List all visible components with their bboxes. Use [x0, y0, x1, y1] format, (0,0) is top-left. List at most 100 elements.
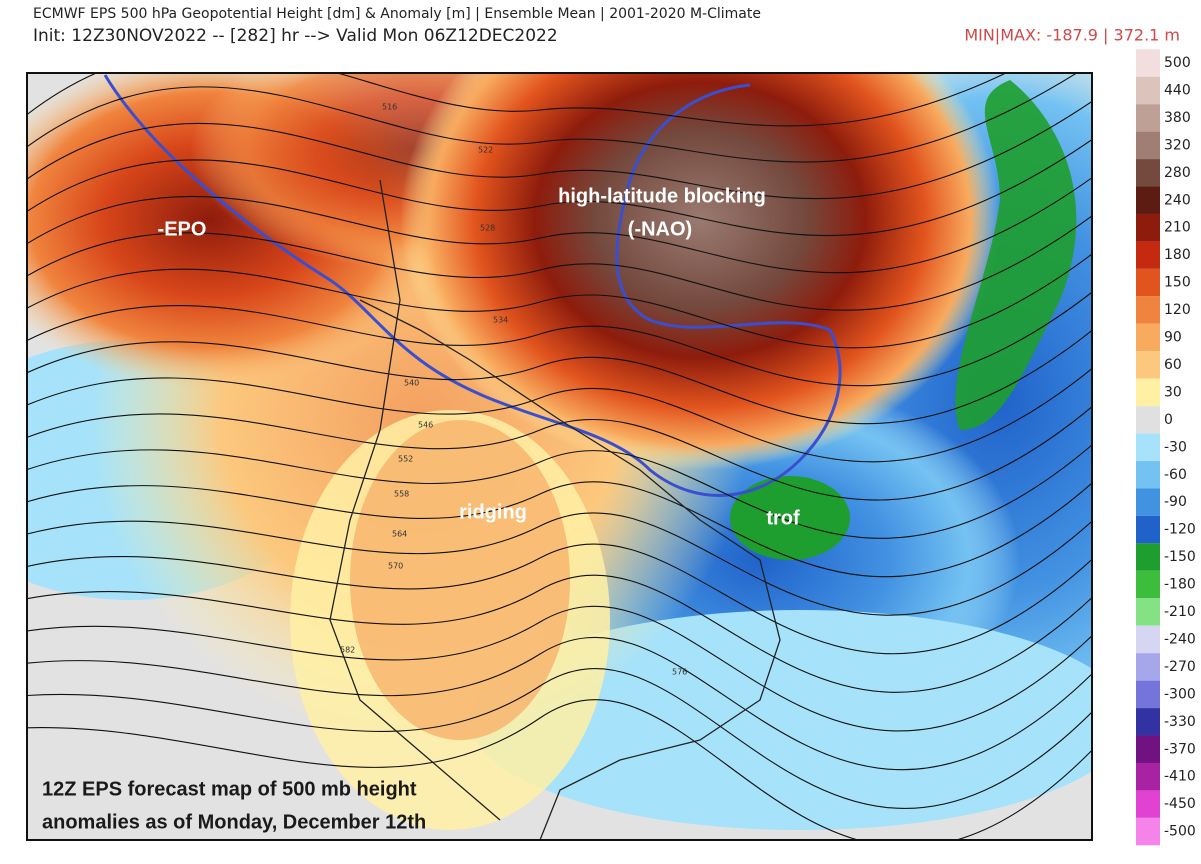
colorbar-label: -90	[1164, 494, 1187, 510]
contour-line	[27, 543, 1092, 655]
colorbar-swatch	[1136, 104, 1160, 132]
contour-line	[27, 176, 1092, 274]
contour-lines	[27, 73, 1092, 840]
contour-line	[27, 367, 1092, 463]
colorbar-swatch	[1136, 570, 1160, 599]
colorbar-swatch	[1136, 378, 1160, 407]
caption-line: anomalies as of Monday, December 12th	[42, 811, 426, 833]
colorbar-swatch	[1136, 735, 1160, 763]
contour-line	[27, 605, 1092, 732]
colorbar-swatch	[1136, 708, 1160, 736]
contour-label: 576	[672, 668, 687, 677]
colorbar-label: 240	[1164, 192, 1191, 208]
colorbar-label: -410	[1164, 769, 1196, 785]
colorbar-swatch	[1136, 159, 1160, 187]
colorbar-swatch	[1136, 213, 1160, 242]
colorbar-swatch	[1136, 268, 1160, 297]
colorbar-label: 180	[1164, 247, 1191, 263]
colorbar-label: -450	[1164, 796, 1196, 812]
colorbar-label: -60	[1164, 467, 1187, 483]
colorbar-label: 150	[1164, 275, 1191, 291]
colorbar-swatch	[1136, 488, 1160, 516]
colorbar-swatch	[1136, 186, 1160, 214]
min-max: MIN|MAX: -187.9 | 372.1 m	[964, 26, 1180, 45]
contour-line	[27, 443, 1092, 539]
contour-line	[27, 73, 1008, 127]
colorbar-swatch	[1136, 76, 1160, 105]
contour-line	[27, 138, 1092, 237]
map-frame	[26, 72, 1093, 841]
contour-line	[27, 512, 1092, 616]
colorbar-label: 280	[1164, 165, 1191, 181]
contour-line	[27, 73, 1078, 163]
colorbar-swatch	[1136, 790, 1160, 818]
annotation: -EPO	[158, 218, 207, 240]
colorbar-label: -500	[1164, 824, 1196, 840]
colorbar-label: 210	[1164, 220, 1191, 236]
colorbar-swatch	[1136, 625, 1160, 654]
colorbar-swatch	[1136, 351, 1160, 379]
colorbar-label: 60	[1164, 357, 1182, 373]
contour-line	[27, 668, 1092, 809]
contour-label: 570	[388, 562, 403, 571]
contour-line	[27, 253, 1092, 349]
colorbar-label: 500	[1164, 55, 1191, 71]
colorbar-label: -150	[1164, 549, 1196, 565]
colorbar-label: 120	[1164, 302, 1191, 318]
annotation: (-NAO)	[628, 218, 692, 240]
colorbar-swatch	[1136, 762, 1160, 791]
contour-label: 522	[478, 146, 493, 155]
contour-label: 528	[480, 224, 495, 233]
contour-label: 540	[404, 379, 419, 388]
colorbar-label: -30	[1164, 439, 1187, 455]
contour-line	[27, 291, 1092, 387]
colorbar-swatch	[1136, 49, 1160, 77]
colorbar-label: -240	[1164, 631, 1196, 647]
colorbar-swatch	[1136, 406, 1160, 434]
contour-line	[27, 329, 1092, 425]
contour-label: 582	[340, 646, 355, 655]
colorbar-label: -370	[1164, 741, 1196, 757]
colorbar-swatch	[1136, 433, 1160, 462]
colorbar-label: -300	[1164, 686, 1196, 702]
colorbar-label: 440	[1164, 82, 1191, 98]
contour-line	[27, 636, 1092, 771]
annotation: ridging	[459, 501, 527, 523]
contour-line	[27, 215, 1092, 311]
contour-label: 534	[493, 316, 508, 325]
colorbar-label: 320	[1164, 137, 1191, 153]
annotation: trof	[766, 507, 800, 529]
colorbar-swatch	[1136, 131, 1160, 160]
contour-label: 516	[382, 103, 397, 112]
contour-labels: 516 522 528 534 540 546 552 558 564 570 576 582	[340, 103, 687, 677]
colorbar-swatch	[1136, 817, 1160, 846]
colorbar: 500 440 380 320 280 240 210 180 150 120 90 60 30 0 -30…	[1136, 49, 1196, 846]
colorbar-swatch	[1136, 598, 1160, 626]
contour-label: 546	[418, 421, 433, 430]
colorbar-swatch	[1136, 461, 1160, 489]
contour-line	[27, 699, 1092, 840]
colorbar-swatch	[1136, 241, 1160, 269]
colorbar-label: -180	[1164, 577, 1196, 593]
colorbar-swatch	[1136, 680, 1160, 709]
colorbar-swatch	[1136, 515, 1160, 544]
colorbar-label: 90	[1164, 330, 1182, 346]
contour-label: 552	[398, 455, 413, 464]
colorbar-label: 0	[1164, 412, 1173, 428]
contour-label: 558	[394, 490, 409, 499]
colorbar-label: 30	[1164, 384, 1182, 400]
colorbar-swatch	[1136, 323, 1160, 352]
colorbar-label: -330	[1164, 714, 1196, 730]
colorbar-swatch	[1136, 543, 1160, 571]
caption-line: 12Z EPS forecast map of 500 mb height	[42, 778, 417, 800]
colorbar-label: 380	[1164, 110, 1191, 126]
colorbar-label: -120	[1164, 522, 1196, 538]
contour-line	[27, 574, 1092, 693]
contour-line	[27, 100, 1092, 200]
map-title: ECMWF EPS 500 hPa Geopotential Height [d…	[33, 6, 761, 22]
colorbar-label: -210	[1164, 604, 1196, 620]
colorbar-swatch	[1136, 653, 1160, 681]
